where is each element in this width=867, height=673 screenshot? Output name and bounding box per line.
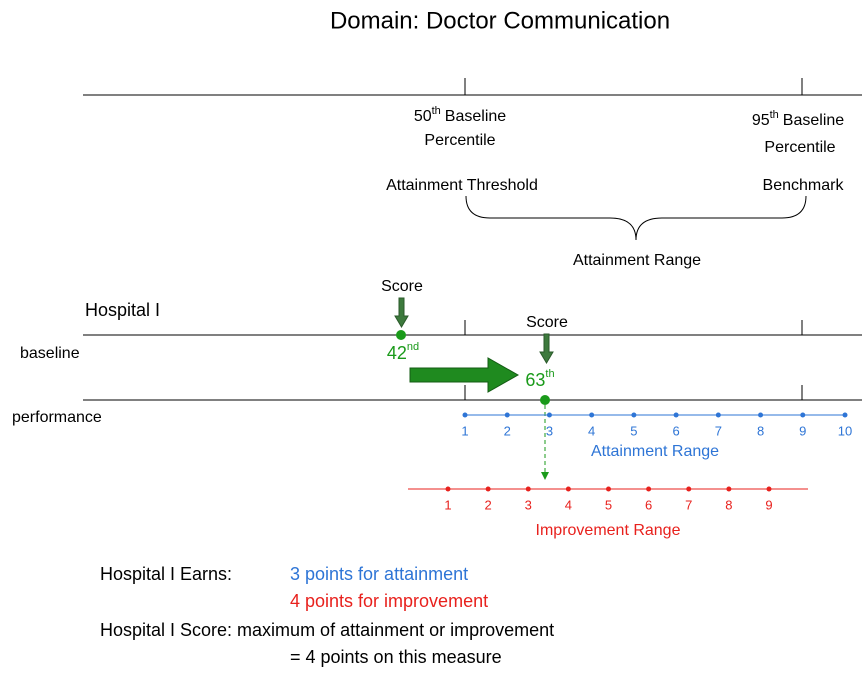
title: Domain: Doctor Communication (330, 7, 670, 34)
improvement-label: Improvement Range (536, 522, 681, 539)
scale-label: 7 (715, 423, 722, 438)
scale-label: 2 (485, 497, 492, 512)
scale-dot (462, 412, 468, 418)
sup: th (545, 368, 554, 380)
num: 42 (387, 343, 407, 363)
scale-label: 7 (685, 497, 692, 512)
scale-dot (631, 412, 637, 418)
scale-label: 5 (605, 497, 612, 512)
sup: nd (407, 341, 419, 353)
scale-dot (842, 412, 848, 418)
sup: th (432, 105, 441, 117)
scale-label: 8 (757, 423, 764, 438)
sup: th (770, 109, 779, 121)
num: 63 (525, 370, 545, 390)
earns-label: Hospital I Earns: (100, 564, 232, 584)
scale-label: 8 (725, 497, 732, 512)
performance-score: 63th (525, 368, 554, 390)
scale-dot (673, 412, 679, 418)
baseline-dot (396, 330, 406, 340)
range-label: Attainment Range (573, 252, 701, 269)
scale-dot (800, 412, 806, 418)
scale-label: 3 (546, 423, 553, 438)
scale-label: 4 (565, 497, 572, 512)
scale-dot (758, 412, 764, 418)
scale-label: 1 (444, 497, 451, 512)
scale-dot (726, 486, 732, 492)
score-label: Score (526, 314, 568, 331)
scale-dot (546, 412, 552, 418)
scale-dot (715, 412, 721, 418)
scale-label: 5 (630, 423, 637, 438)
result: = 4 points on this measure (290, 647, 502, 667)
scale-label: 2 (504, 423, 511, 438)
score-arrow (539, 333, 554, 364)
hospital-label: Hospital I (85, 300, 160, 320)
scale-label: 1 (461, 423, 468, 438)
scale-label: 6 (645, 497, 652, 512)
scale-dot (504, 412, 510, 418)
benchmark-label: Benchmark (763, 177, 845, 194)
num: 95 (752, 112, 770, 129)
scale-dot (686, 486, 692, 492)
scale-dot (589, 412, 595, 418)
scale-dot (646, 486, 652, 492)
threshold-line2: Percentile (424, 132, 495, 149)
scale-label: 9 (799, 423, 806, 438)
threshold-heading: 50th Baseline (414, 105, 506, 125)
score-label: Score (381, 278, 423, 295)
threshold-label: Attainment Threshold (386, 177, 538, 194)
scale-dot (445, 486, 451, 492)
word: Baseline (783, 112, 844, 129)
attainment-label: Attainment Range (591, 443, 719, 460)
scale-dot (606, 486, 611, 492)
scale-label: 10 (838, 423, 852, 438)
benchmark-heading: 95th Baseline (752, 109, 844, 129)
scale-label: 9 (765, 497, 772, 512)
scale-dot (565, 486, 571, 492)
scale-dot (766, 486, 772, 492)
word: Baseline (445, 108, 506, 125)
num: 50 (414, 108, 432, 125)
improvement-points: 4 points for improvement (290, 591, 488, 611)
scale-dot (485, 486, 491, 492)
performance-dot (540, 395, 550, 405)
baseline-score: 42nd (387, 341, 419, 363)
scale-label: 3 (525, 497, 532, 512)
benchmark-line2: Percentile (764, 139, 835, 156)
score-arrow (394, 297, 409, 328)
attainment-points: 3 points for attainment (290, 564, 468, 584)
scale-dot (525, 486, 531, 492)
big-arrow (409, 357, 520, 393)
baseline-label: baseline (20, 345, 80, 362)
scale-label: 4 (588, 423, 595, 438)
scale-label: 6 (672, 423, 679, 438)
score-label: Hospital I Score: maximum of attainment … (100, 620, 554, 640)
brace (465, 195, 807, 241)
performance-label: performance (12, 409, 102, 426)
